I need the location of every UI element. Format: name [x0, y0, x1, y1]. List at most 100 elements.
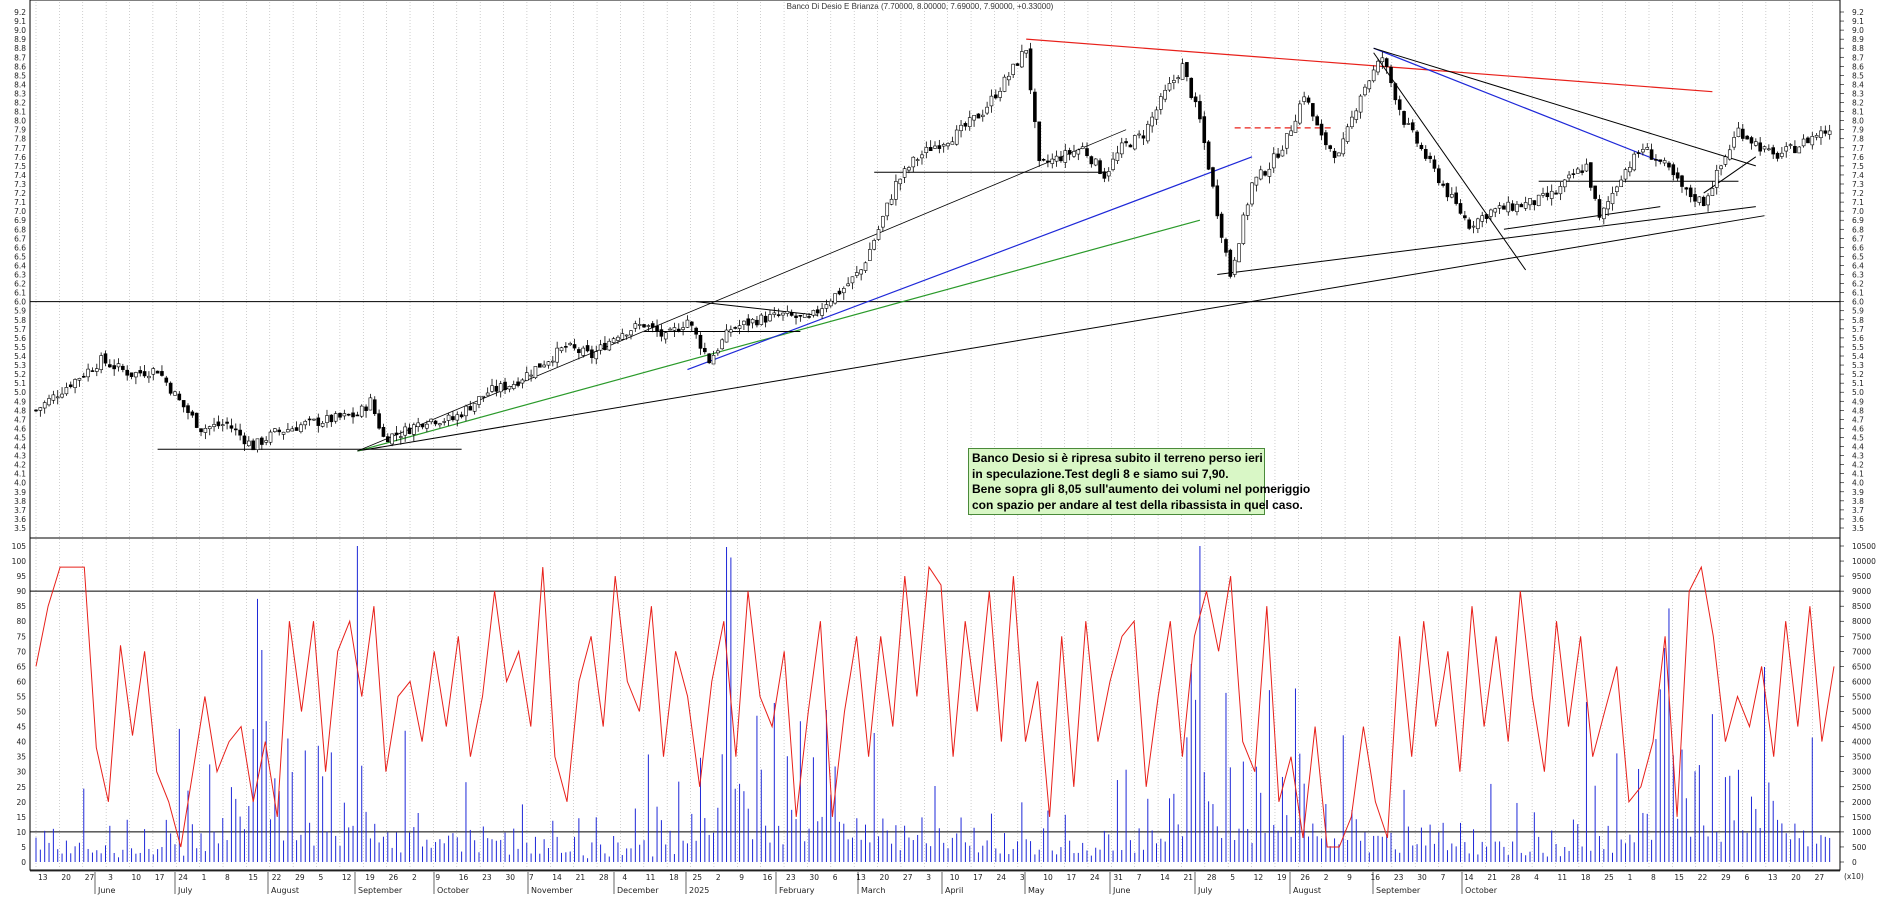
volume-tick-label: 2500 [1852, 783, 1871, 792]
candle-body [850, 276, 855, 284]
price-tick-label: 4.1 [14, 470, 26, 479]
candle-body [1610, 192, 1615, 205]
candle-body [1793, 145, 1797, 154]
day-tick-label: 3 [1020, 873, 1025, 882]
price-tick-label: 6.5 [1852, 252, 1864, 261]
candle-body [1189, 77, 1194, 98]
candle-body [1806, 137, 1810, 144]
volume-tick-label: 9000 [1852, 587, 1871, 596]
candle-body [946, 143, 950, 147]
candle-body [472, 403, 477, 412]
candle-body [329, 414, 334, 423]
price-tick-label: 6.2 [1852, 280, 1864, 289]
candle-body [385, 436, 390, 443]
candle-body [1767, 148, 1771, 151]
day-tick-label: 13 [1768, 873, 1778, 882]
candle-body [646, 325, 651, 327]
candle-body [685, 319, 690, 328]
fan-line-1 [357, 129, 1127, 452]
candle-body [1693, 194, 1697, 202]
candle-body [794, 315, 798, 318]
candle-body [1684, 187, 1689, 190]
month-label: April [945, 886, 963, 895]
candle-body [1701, 196, 1706, 207]
day-tick-label: 27 [85, 873, 95, 882]
day-tick-label: 30 [1417, 873, 1427, 882]
candle-body [1654, 159, 1658, 161]
day-tick-label: 3 [926, 873, 931, 882]
candle-body [963, 123, 968, 127]
price-tick-label: 8.8 [14, 44, 26, 53]
candle-body [1541, 193, 1545, 196]
day-tick-label: 28 [1511, 873, 1521, 882]
oscillator-tick-label: 65 [16, 662, 26, 671]
price-tick-label: 8.6 [14, 62, 26, 71]
candle-body [1280, 149, 1285, 157]
month-label: February [779, 886, 815, 895]
candle-body [994, 94, 998, 99]
candle-body [694, 327, 698, 335]
candle-body [477, 396, 481, 405]
price-tick-label: 7.9 [1852, 126, 1864, 135]
day-tick-label: 31 [1113, 873, 1123, 882]
candle-body [1671, 164, 1676, 176]
price-tick-label: 6.1 [14, 289, 26, 298]
candle-body [668, 328, 672, 331]
day-tick-label: 22 [272, 873, 282, 882]
day-tick-label: 24 [178, 873, 188, 882]
day-tick-label: 26 [1300, 873, 1310, 882]
day-tick-label: 14 [552, 873, 562, 882]
candle-body [399, 436, 403, 438]
candle-body [160, 371, 164, 376]
candle-body [967, 117, 972, 127]
candle-body [1002, 76, 1007, 92]
price-tick-label: 8.9 [1852, 35, 1864, 44]
day-tick-label: 23 [482, 873, 492, 882]
candle-body [60, 393, 64, 398]
volume-tick-label: 7000 [1852, 647, 1871, 656]
candle-body [1710, 187, 1715, 196]
candle-body [1428, 155, 1432, 160]
candle-body [1102, 171, 1107, 179]
price-tick-label: 4.4 [14, 443, 26, 452]
candle-body [650, 323, 655, 328]
candle-body [1680, 175, 1684, 187]
candle-body [73, 379, 77, 388]
candle-body [1623, 169, 1628, 180]
candle-body [1771, 147, 1775, 155]
short-rising-line [1703, 156, 1757, 194]
candle-body [950, 141, 955, 145]
day-tick-label: 14 [1160, 873, 1170, 882]
candle-body [1393, 83, 1398, 101]
candle-body [364, 406, 368, 411]
day-tick-label: 27 [1815, 873, 1825, 882]
candle-body [1185, 62, 1189, 77]
price-tick-label: 7.8 [1852, 135, 1864, 144]
oscillator-tick-label: 70 [16, 647, 26, 656]
candle-body [546, 361, 551, 366]
candle-body [1098, 160, 1102, 174]
candle-body [1363, 86, 1367, 96]
candle-body [125, 369, 130, 376]
candle-body [1584, 163, 1589, 172]
price-tick-label: 6.8 [1852, 225, 1864, 234]
candle-body [1271, 153, 1276, 169]
candle-body [268, 431, 273, 443]
note-line-2: in speculazione.Test degli 8 e siamo sui… [972, 466, 1229, 481]
candle-body [1545, 192, 1550, 198]
day-tick-label: 28 [1207, 873, 1217, 882]
candle-body [1267, 168, 1272, 177]
day-tick-label: 6 [833, 873, 838, 882]
candle-body [1011, 63, 1015, 75]
candle-body [490, 385, 494, 392]
candle-body [1345, 126, 1350, 142]
price-tick-label: 6.7 [14, 234, 26, 243]
candle-body [151, 368, 156, 375]
price-tick-label: 9.0 [1852, 26, 1864, 35]
price-tick-label: 6.2 [14, 280, 26, 289]
oscillator-line [35, 565, 1835, 848]
price-tick-label: 5.8 [14, 316, 26, 325]
candle-body [624, 334, 629, 337]
volume-tick-label: 9500 [1852, 572, 1871, 581]
candle-body [1484, 214, 1489, 219]
